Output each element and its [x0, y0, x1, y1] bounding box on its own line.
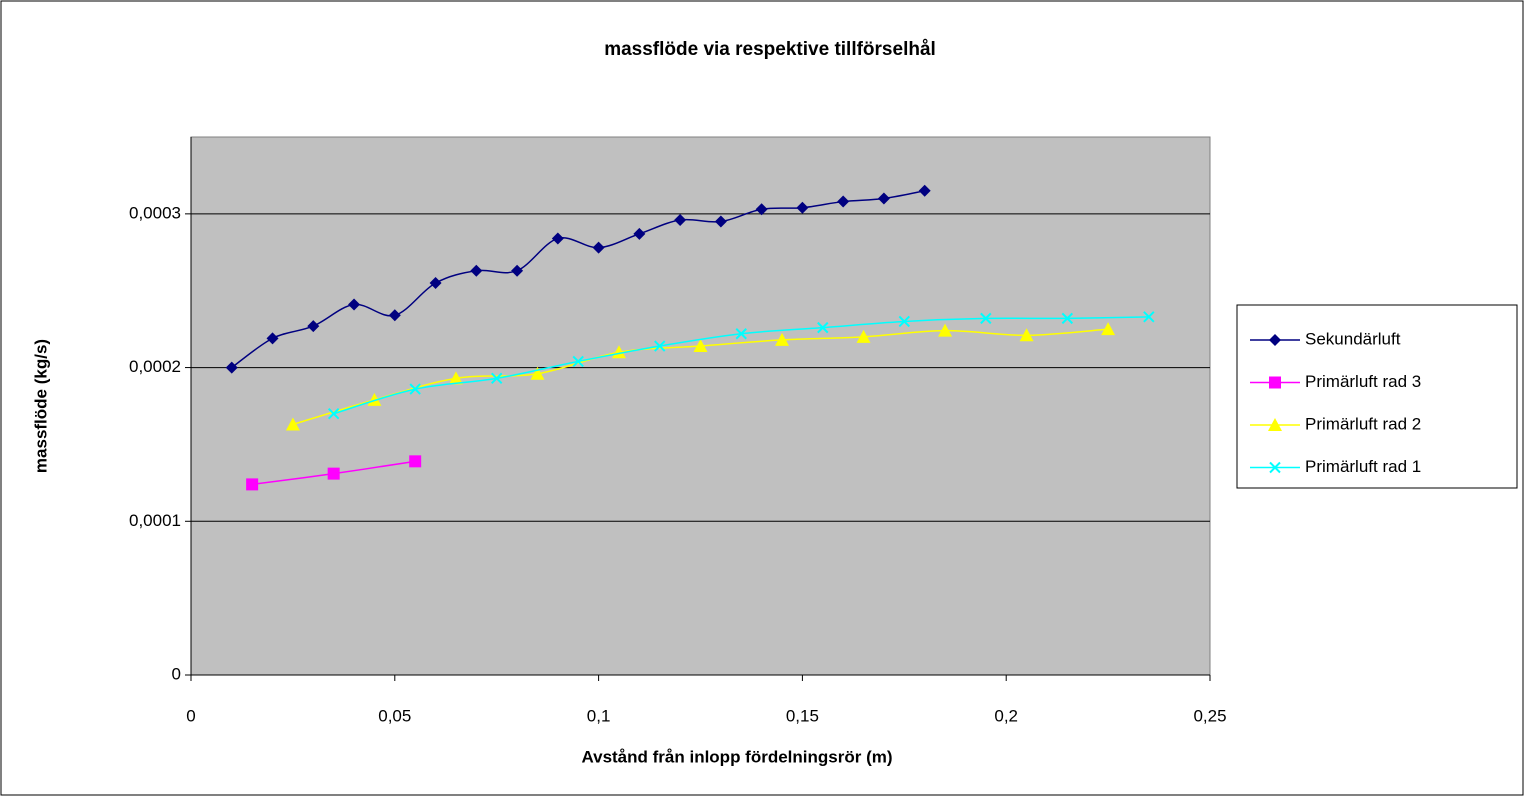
marker [1268, 418, 1282, 431]
marker [285, 417, 300, 431]
marker [348, 298, 361, 311]
marker [592, 241, 605, 254]
marker [1143, 311, 1155, 323]
x-tick-label: 0,2 [994, 706, 1018, 725]
marker [837, 195, 850, 208]
marker [1019, 328, 1034, 342]
marker [307, 320, 320, 333]
marker [327, 467, 340, 480]
marker [530, 366, 545, 380]
legend-label: Primärluft rad 1 [1305, 457, 1421, 476]
x-axis-label: Avstånd från inlopp fördelningsrör (m) [581, 747, 892, 766]
marker [938, 323, 953, 337]
marker [490, 372, 503, 385]
marker [448, 371, 463, 385]
x-tick-label: 0,25 [1193, 706, 1226, 725]
y-tick-label: 0,0001 [129, 511, 181, 530]
plot-area [190, 136, 1211, 676]
marker [755, 203, 768, 216]
marker [1269, 461, 1281, 474]
chart-title: massflöde via respektive tillförselhål [604, 39, 936, 60]
marker [367, 392, 382, 406]
y-tick-label: 0,0003 [129, 203, 181, 222]
marker [714, 215, 727, 228]
legend-box [1236, 304, 1518, 489]
legend-label: Sekundärluft [1305, 329, 1401, 348]
marker [654, 340, 666, 352]
marker [980, 312, 992, 325]
marker [511, 264, 524, 277]
marker [918, 184, 931, 197]
marker [674, 214, 687, 227]
marker [225, 361, 238, 374]
marker [429, 277, 442, 290]
marker [572, 355, 584, 368]
marker [856, 329, 871, 343]
legend-label: Primärluft rad 2 [1305, 414, 1421, 433]
marker [388, 309, 401, 322]
marker [1269, 376, 1281, 389]
marker [266, 332, 279, 345]
x-tick-label: 0,15 [786, 706, 819, 725]
marker [735, 328, 747, 340]
marker [409, 383, 421, 395]
marker [611, 345, 626, 359]
marker [551, 232, 564, 245]
marker [470, 264, 483, 277]
marker [796, 201, 809, 214]
marker [1061, 312, 1074, 325]
y-tick-label: 0 [172, 664, 181, 683]
marker [633, 227, 646, 240]
marker [246, 478, 259, 491]
y-tick-label: 0,0002 [129, 357, 181, 376]
marker [1101, 322, 1116, 336]
marker [898, 315, 911, 328]
marker [817, 321, 829, 334]
marker [409, 455, 422, 468]
legend-label: Primärluft rad 3 [1305, 372, 1421, 391]
marker [1269, 334, 1281, 346]
marker [693, 339, 708, 353]
marker [877, 192, 890, 205]
y-axis-label: massflöde (kg/s) [31, 339, 50, 473]
x-tick-label: 0 [186, 706, 195, 725]
marker [775, 332, 790, 346]
marker [327, 407, 340, 420]
x-tick-label: 0,1 [587, 706, 611, 725]
x-tick-label: 0,05 [378, 706, 411, 725]
